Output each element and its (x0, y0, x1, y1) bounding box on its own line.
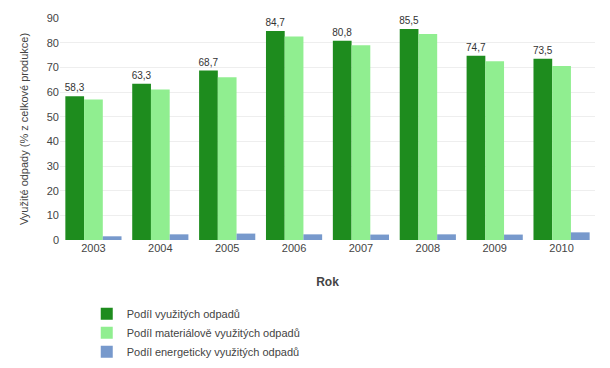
svg-text:2006: 2006 (282, 242, 306, 254)
svg-text:20: 20 (47, 185, 59, 197)
svg-text:Podíl energeticky využitých od: Podíl energeticky využitých odpadů (127, 346, 299, 358)
svg-text:2004: 2004 (148, 242, 172, 254)
svg-text:63,3: 63,3 (132, 70, 152, 81)
svg-text:90: 90 (47, 12, 59, 24)
svg-text:80,8: 80,8 (332, 27, 352, 38)
svg-text:73,5: 73,5 (533, 45, 553, 56)
svg-text:70: 70 (47, 61, 59, 73)
svg-text:2005: 2005 (215, 242, 239, 254)
svg-text:80: 80 (47, 37, 59, 49)
svg-text:30: 30 (47, 160, 59, 172)
svg-text:Podíl materiálově využitých od: Podíl materiálově využitých odpadů (127, 327, 300, 339)
svg-text:74,7: 74,7 (466, 42, 486, 53)
svg-text:Rok: Rok (316, 275, 339, 289)
svg-text:2007: 2007 (349, 242, 373, 254)
svg-text:40: 40 (47, 135, 59, 147)
svg-text:58,3: 58,3 (65, 82, 85, 93)
svg-text:85,5: 85,5 (399, 15, 419, 26)
svg-text:68,7: 68,7 (199, 57, 219, 68)
svg-text:10: 10 (47, 209, 59, 221)
svg-text:2008: 2008 (416, 242, 440, 254)
svg-text:84,7: 84,7 (265, 17, 285, 28)
svg-text:2010: 2010 (549, 242, 573, 254)
svg-text:2003: 2003 (81, 242, 105, 254)
svg-text:60: 60 (47, 86, 59, 98)
svg-text:Využité odpady (% z celkové pr: Využité odpady (% z celkové produkce) (18, 33, 30, 225)
svg-text:Podíl využitých odpadů: Podíl využitých odpadů (127, 308, 240, 320)
svg-text:2009: 2009 (482, 242, 506, 254)
svg-text:50: 50 (47, 111, 59, 123)
svg-text:0: 0 (53, 234, 59, 246)
